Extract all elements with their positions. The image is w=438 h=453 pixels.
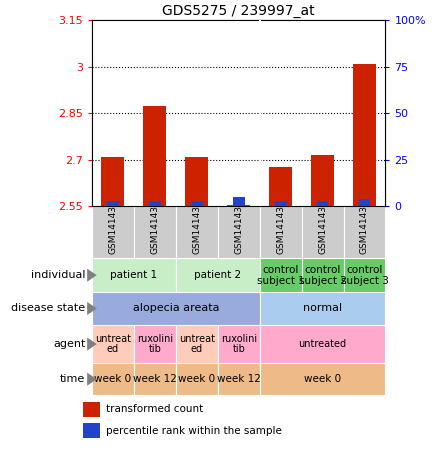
Bar [83,423,100,438]
Polygon shape [87,373,97,386]
Bar [134,325,176,363]
Text: transformed count: transformed count [106,404,204,414]
Text: control
subject 3: control subject 3 [340,265,389,285]
Bar [191,201,203,206]
Text: GSM1414318: GSM1414318 [360,193,369,254]
Bar [92,292,260,325]
Bar [343,206,385,258]
Text: GSM1414316: GSM1414316 [276,193,285,254]
Bar [134,363,176,395]
Text: GSM1414317: GSM1414317 [318,193,327,254]
Bar [107,201,119,206]
Polygon shape [87,269,97,282]
Bar [317,201,328,206]
Text: GSM1414315: GSM1414315 [234,193,243,254]
Bar [176,206,218,258]
Bar [227,205,250,206]
Text: individual: individual [31,270,85,280]
Text: ruxolini
tib: ruxolini tib [221,334,257,354]
Text: GSM1414314: GSM1414314 [192,194,201,254]
Text: control
subject 1: control subject 1 [257,265,304,285]
Bar [269,168,292,206]
Text: week 0: week 0 [94,374,131,384]
Polygon shape [87,337,97,351]
Bar [260,258,302,292]
Bar [176,258,260,292]
Bar [92,325,134,363]
Text: ruxolini
tib: ruxolini tib [137,334,173,354]
Text: patient 2: patient 2 [194,270,241,280]
Text: disease state: disease state [11,304,85,313]
Polygon shape [87,302,97,315]
Text: week 12: week 12 [133,374,177,384]
Bar [260,292,385,325]
Text: alopecia areata: alopecia areata [133,304,219,313]
Bar [218,363,260,395]
Bar [92,206,134,258]
Bar [185,157,208,206]
Bar [302,258,343,292]
Bar [260,325,385,363]
Bar [311,155,334,206]
Bar [260,363,385,395]
Bar [92,258,176,292]
Text: patient 1: patient 1 [110,270,158,280]
Text: week 0: week 0 [304,374,341,384]
Bar [218,325,260,363]
Text: week 0: week 0 [178,374,215,384]
Text: normal: normal [303,304,342,313]
Bar [353,64,376,206]
Bar [176,363,218,395]
Text: time: time [60,374,85,384]
Bar [102,157,124,206]
Bar [275,201,286,206]
Bar [176,325,218,363]
Bar [149,201,161,206]
Text: control
subject 2: control subject 2 [299,265,346,285]
Text: week 12: week 12 [217,374,261,384]
Text: agent: agent [53,339,85,349]
Bar [233,197,244,206]
Bar [92,363,134,395]
Bar [218,206,260,258]
Title: GDS5275 / 239997_at: GDS5275 / 239997_at [162,4,315,18]
Bar [83,401,100,417]
Bar [302,206,343,258]
Text: GSM1414312: GSM1414312 [109,194,117,254]
Bar [260,206,302,258]
Bar [343,258,385,292]
Text: untreated: untreated [298,339,346,349]
Text: GSM1414313: GSM1414313 [150,193,159,254]
Text: untreat
ed: untreat ed [179,334,215,354]
Bar [134,206,176,258]
Text: percentile rank within the sample: percentile rank within the sample [106,426,282,436]
Text: untreat
ed: untreat ed [95,334,131,354]
Bar [359,199,371,206]
Bar [143,106,166,206]
